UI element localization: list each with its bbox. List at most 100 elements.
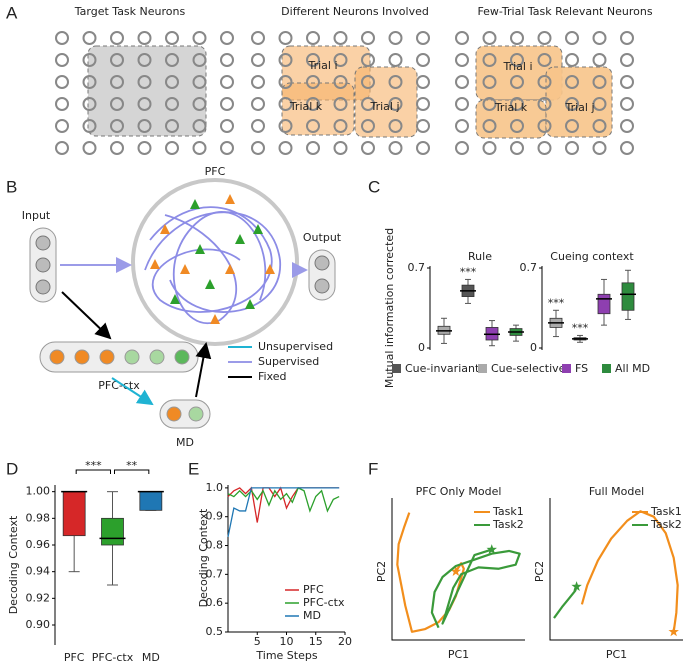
panel-letter: F	[368, 459, 378, 478]
y-tick-label: 0.7	[408, 261, 426, 274]
neuron	[592, 31, 607, 45]
neuron	[137, 75, 152, 89]
x-tick-label: 15	[309, 635, 323, 648]
neuron	[510, 53, 524, 67]
subplot-title: Full Model	[589, 485, 644, 498]
box	[597, 293, 611, 315]
neuron	[235, 234, 245, 244]
neuron-grids: Trial i Trial k Trial j Trial i Trial k Trial…	[55, 31, 634, 155]
trial-label: Trial i	[307, 59, 337, 72]
neuron	[180, 264, 190, 274]
subplot-title: PFC Only Model	[416, 485, 502, 498]
neuron	[565, 119, 579, 133]
legend-label: Task1	[492, 505, 524, 518]
panel-letter: D	[6, 459, 18, 478]
neuron	[192, 31, 207, 45]
y-tick-label: 0.90	[26, 618, 51, 631]
network-diagram: PFC Input Output PFC-ctx MD Unsupervised…	[22, 165, 342, 449]
neuron	[361, 31, 375, 45]
neuron	[110, 31, 124, 45]
significance-bracket	[114, 469, 150, 474]
neuron	[565, 53, 579, 67]
subplot-title: Rule	[468, 250, 492, 263]
neuron	[306, 31, 320, 45]
neuron	[306, 119, 320, 133]
neuron	[592, 53, 607, 67]
neuron	[592, 97, 607, 111]
neuron	[278, 53, 293, 67]
neuron	[110, 75, 124, 89]
neuron	[220, 141, 234, 155]
neuron	[210, 314, 220, 324]
neuron	[565, 75, 579, 89]
neuron	[251, 119, 265, 133]
node-label: PFC-ctx	[98, 379, 140, 392]
y-tick-label: 0.6	[206, 596, 224, 609]
x-tick-label: PFC	[64, 651, 85, 664]
neuron	[35, 235, 51, 251]
y-tick-label: 0.98	[26, 511, 51, 524]
neuron	[49, 349, 65, 365]
pfc-network	[144, 194, 281, 324]
neuron	[110, 97, 124, 111]
series-line	[227, 486, 340, 513]
y-tick-label: 0.7	[206, 567, 224, 580]
neuron	[388, 119, 403, 133]
neuron	[333, 141, 348, 155]
neuron	[510, 97, 524, 111]
y-axis-label: Decoding Context	[197, 508, 210, 607]
neuron	[150, 259, 160, 269]
x-axis-label: PC1	[606, 648, 627, 661]
y-axis-label: Mutual information corrected	[383, 228, 396, 388]
neuron	[137, 97, 152, 111]
neuron	[110, 141, 124, 155]
neuron	[188, 406, 204, 422]
neuron	[220, 97, 234, 111]
neuron	[620, 97, 634, 111]
neuron	[137, 119, 152, 133]
neuron	[137, 141, 152, 155]
box	[139, 491, 163, 511]
neuron	[251, 53, 265, 67]
legend-swatch	[562, 364, 571, 373]
significance: ***	[460, 265, 477, 278]
neuron	[278, 141, 293, 155]
neuron	[174, 349, 190, 365]
neuron	[314, 255, 330, 271]
significance-bracket	[75, 469, 111, 474]
y-tick-label: 0.96	[26, 538, 51, 551]
neuron	[306, 53, 320, 67]
end-star	[571, 581, 582, 592]
neuron	[314, 278, 330, 294]
trial-label: Trial j	[564, 101, 594, 114]
neuron-group	[545, 66, 613, 138]
legend-label: PFC-ctx	[303, 596, 345, 609]
neuron	[278, 97, 293, 111]
neuron	[416, 75, 430, 89]
y-tick-label: 1.00	[26, 485, 51, 498]
y-axis-label: PC2	[533, 561, 546, 582]
neuron	[388, 97, 403, 111]
neuron	[82, 119, 97, 133]
y-tick-label: 0.92	[26, 591, 51, 604]
neuron	[388, 31, 403, 45]
connection	[149, 206, 273, 313]
neuron	[170, 294, 180, 304]
legend-swatch	[602, 364, 611, 373]
neuron	[55, 75, 69, 89]
neuron	[166, 406, 182, 422]
box	[62, 491, 86, 537]
neuron	[82, 53, 97, 67]
neuron	[537, 119, 552, 133]
neuron	[416, 53, 430, 67]
legend-label: FS	[575, 362, 588, 375]
neuron	[510, 75, 524, 89]
neuron	[333, 75, 348, 89]
neuron	[592, 119, 607, 133]
neuron	[361, 141, 375, 155]
neuron	[165, 97, 179, 111]
subplot-title: Cueing context	[550, 250, 634, 263]
y-tick-label: 1.0	[206, 481, 224, 494]
y-tick-label: 0.7	[520, 261, 538, 274]
